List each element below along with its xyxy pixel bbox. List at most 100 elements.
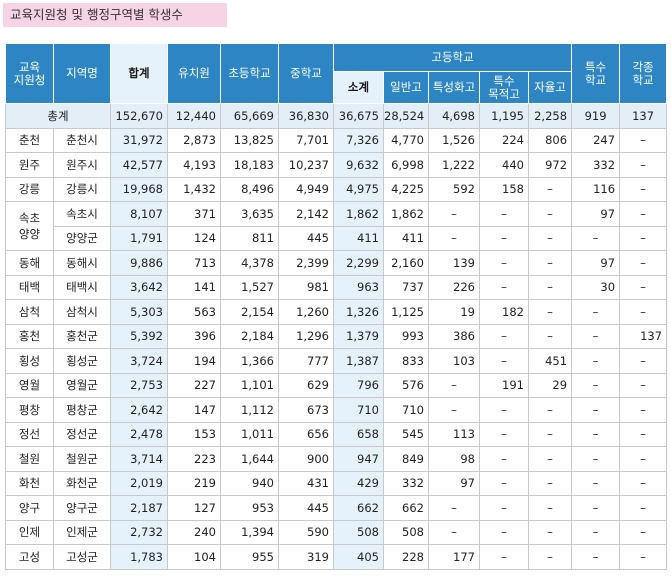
district-cell: 삼척시 bbox=[53, 299, 111, 325]
data-cell: 3,714 bbox=[110, 446, 168, 472]
data-cell: 981 bbox=[278, 274, 334, 300]
data-cell: 1,783 bbox=[110, 544, 168, 570]
data-cell: – bbox=[527, 544, 573, 570]
header-total: 합계 bbox=[110, 43, 168, 104]
data-cell: – bbox=[619, 372, 668, 398]
data-cell: 592 bbox=[428, 176, 480, 202]
data-cell: 737 bbox=[383, 274, 429, 300]
office-cell: 삼척 bbox=[5, 299, 54, 325]
data-cell: – bbox=[527, 421, 573, 447]
page-title: 교육지원청 및 행정구역별 학생수 bbox=[3, 3, 227, 27]
data-cell: 4,949 bbox=[278, 176, 334, 202]
data-cell: – bbox=[619, 201, 668, 227]
data-cell: 431 bbox=[278, 470, 334, 496]
district-cell: 철원군 bbox=[53, 446, 111, 472]
table-row: 동해 동해시 9,886 713 4,378 2,399 2,299 2,160 139– –97… bbox=[5, 250, 668, 276]
header-special-purpose-label: 특수 목적고 bbox=[488, 73, 520, 101]
data-cell: – bbox=[479, 446, 529, 472]
data-cell: – bbox=[527, 176, 573, 202]
data-cell: 228 bbox=[383, 544, 429, 570]
data-cell: – bbox=[571, 519, 621, 545]
data-cell: 116 bbox=[571, 176, 621, 202]
table-row: 양구 양구군 2,187 127 953 445 662 662– – – – – bbox=[5, 495, 668, 521]
data-cell: 1,432 bbox=[167, 176, 221, 202]
data-cell: 955 bbox=[220, 544, 279, 570]
total-cell: 137 bbox=[619, 103, 668, 129]
header-high-subtotal: 소계 bbox=[333, 71, 384, 104]
data-cell: 124 bbox=[167, 225, 221, 251]
data-cell: 31,972 bbox=[110, 127, 168, 153]
data-cell: – bbox=[479, 225, 529, 251]
table-row: 정선 정선군 2,478 153 1,011 656 658 545 113– – – – bbox=[5, 421, 668, 447]
data-cell: 13,825 bbox=[220, 127, 279, 153]
data-cell: – bbox=[619, 495, 668, 521]
data-cell: 3,724 bbox=[110, 348, 168, 374]
data-cell: 1,379 bbox=[333, 323, 384, 349]
data-cell: 396 bbox=[167, 323, 221, 349]
data-cell: 1,387 bbox=[333, 348, 384, 374]
total-cell: 12,440 bbox=[167, 103, 221, 129]
data-cell: 849 bbox=[383, 446, 429, 472]
data-cell: 796 bbox=[333, 372, 384, 398]
district-cell: 정선군 bbox=[53, 421, 111, 447]
data-cell: – bbox=[619, 348, 668, 374]
data-cell: 158 bbox=[479, 176, 529, 202]
data-cell: 1,011 bbox=[220, 421, 279, 447]
header-special-school-label: 특수 학교 bbox=[584, 59, 607, 87]
office-cell: 인제 bbox=[5, 519, 54, 545]
data-cell: – bbox=[527, 323, 573, 349]
office-cell: 영월 bbox=[5, 372, 54, 398]
data-cell: – bbox=[571, 421, 621, 447]
data-cell: 445 bbox=[278, 225, 334, 251]
data-cell: 576 bbox=[383, 372, 429, 398]
data-cell: 8,496 bbox=[220, 176, 279, 202]
data-cell: 103 bbox=[428, 348, 480, 374]
total-cell: 2,258 bbox=[527, 103, 573, 129]
data-cell: 247 bbox=[571, 127, 621, 153]
table-row: 태백 태백시 3,642 141 1,527 981 963 737 226– –30– bbox=[5, 274, 668, 300]
data-cell: 6,998 bbox=[383, 152, 429, 178]
data-cell: 182 bbox=[479, 299, 529, 325]
data-cell: 139 bbox=[428, 250, 480, 276]
data-cell: 371 bbox=[167, 201, 221, 227]
data-cell: 777 bbox=[278, 348, 334, 374]
data-cell: – bbox=[619, 274, 668, 300]
data-cell: 710 bbox=[383, 397, 429, 423]
data-cell: 97 bbox=[571, 250, 621, 276]
data-cell: – bbox=[619, 421, 668, 447]
data-cell: – bbox=[571, 495, 621, 521]
data-cell: 1,326 bbox=[333, 299, 384, 325]
data-cell: 18,183 bbox=[220, 152, 279, 178]
data-cell: 445 bbox=[278, 495, 334, 521]
data-cell: – bbox=[619, 250, 668, 276]
office-cell: 정선 bbox=[5, 421, 54, 447]
data-cell: 1,526 bbox=[428, 127, 480, 153]
data-cell: 2,732 bbox=[110, 519, 168, 545]
data-cell: – bbox=[479, 544, 529, 570]
district-cell: 양양군 bbox=[53, 225, 111, 251]
data-cell: 153 bbox=[167, 421, 221, 447]
data-cell: 113 bbox=[428, 421, 480, 447]
data-cell: 833 bbox=[383, 348, 429, 374]
office-cell: 양구 bbox=[5, 495, 54, 521]
data-cell: 177 bbox=[428, 544, 480, 570]
header-misc-school-label: 각종 학교 bbox=[632, 59, 654, 87]
header-misc-school: 각종 학교 bbox=[619, 43, 668, 104]
data-cell: 451 bbox=[527, 348, 573, 374]
total-cell: 36,830 bbox=[278, 103, 334, 129]
data-cell: – bbox=[428, 372, 480, 398]
table-row: 춘천 춘천시 31,972 2,873 13,825 7,701 7,326 4,770 1,5… bbox=[5, 127, 668, 153]
data-cell: 1,296 bbox=[278, 323, 334, 349]
data-cell: 2,019 bbox=[110, 470, 168, 496]
data-cell: 1,112 bbox=[220, 397, 279, 423]
data-cell: – bbox=[428, 201, 480, 227]
total-cell: 919 bbox=[571, 103, 621, 129]
data-cell: – bbox=[571, 323, 621, 349]
district-cell: 홍천군 bbox=[53, 323, 111, 349]
data-cell: 4,770 bbox=[383, 127, 429, 153]
data-cell: – bbox=[527, 225, 573, 251]
data-cell: – bbox=[571, 299, 621, 325]
data-cell: 332 bbox=[571, 152, 621, 178]
office-cell: 철원 bbox=[5, 446, 54, 472]
data-cell: 411 bbox=[333, 225, 384, 251]
